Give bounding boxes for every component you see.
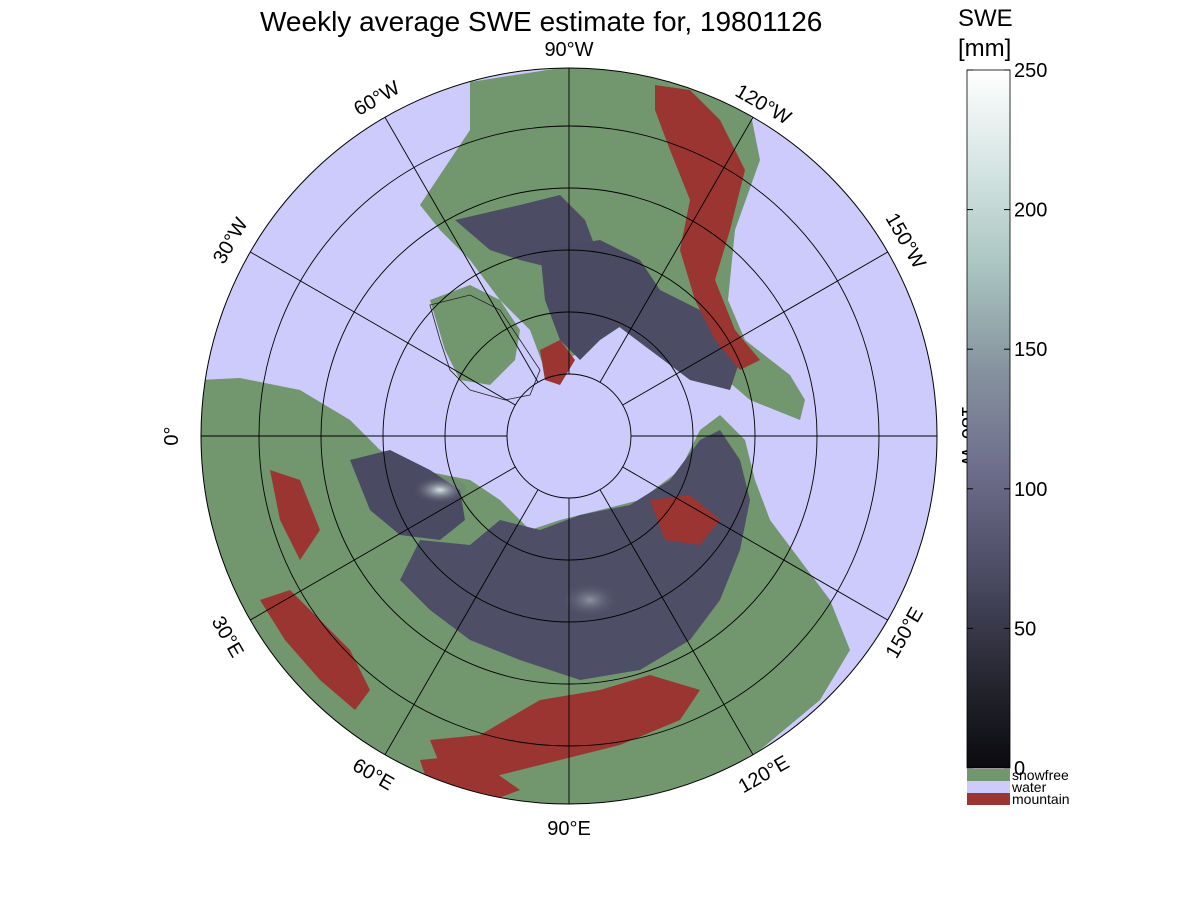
colorbar-ticks: 0 50 100 150 200 250 [967,60,1047,780]
meridian-line [622,251,888,406]
meridian-line [622,466,888,621]
meridian-line [250,251,516,406]
chart-title: Weekly average SWE estimate for, 1980112… [260,6,823,37]
lon-label-90w: 90°W [544,39,593,61]
snow-peak-scandinavia [412,476,468,504]
snow-region-eurasia [400,430,750,680]
mountain-region-scandinavia [270,470,320,560]
legend-label-water: water [1011,779,1047,795]
colorbar-title: SWE [mm] [958,4,1013,64]
meridian-lines [201,68,937,804]
colorbar-tick-label: 250 [1014,60,1047,82]
greenland-landmass [430,285,520,385]
colorbar-tick-label: 100 [1014,479,1047,501]
snow-region-scandinavia [350,450,465,540]
meridian-line [599,117,754,383]
mountain-region-rockies [655,85,760,370]
lon-label-90e: 90°E [547,818,591,840]
legend-swatch-water [967,781,1010,793]
colorbar-tick-label: 200 [1014,200,1047,222]
map-boundary [200,67,938,805]
snow-region-canadian-arctic [540,240,660,360]
colorbar-title-unit: [mm] [958,35,1012,62]
legend-label-mountain: mountain [1012,791,1070,807]
meridian-line [250,466,516,621]
legend-swatch-snowfree [967,769,1010,781]
colorbar-tick-label: 0 [1014,758,1025,780]
colorbar-tick-label: 50 [1014,618,1036,640]
lon-label-60e: 60°E [349,754,398,795]
mountain-region-east-siberia [650,495,720,545]
colorbar-title-swe: SWE [958,5,1013,32]
colorbar-tick-label: 150 [1014,339,1047,361]
meridian-line [599,489,754,755]
meridian-line [384,117,539,383]
land-layer [201,68,850,804]
arctic-coastline [429,294,541,401]
mountain-region-europe [260,590,370,710]
snow-peak-siberia [560,582,620,618]
colorbar-gradient [966,69,1011,769]
legend-swatch-mountain [967,793,1010,805]
meridian-line [384,489,539,755]
legend-label-snowfree: snowfree [1012,767,1069,783]
lon-label-30e: 30°E [207,613,248,662]
mountain-region-central-asia [430,675,700,790]
lon-label-0: 0° [161,426,183,445]
